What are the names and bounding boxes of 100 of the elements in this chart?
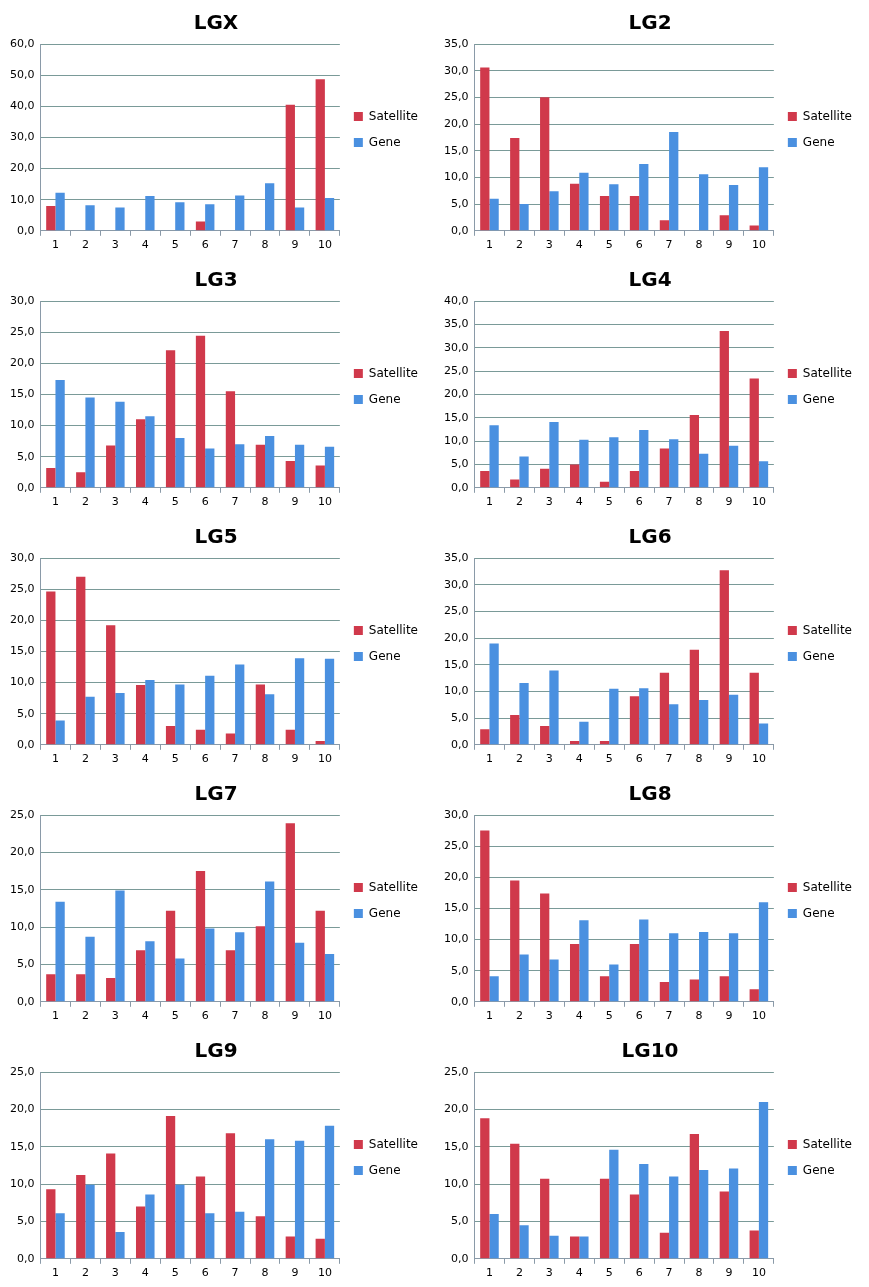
y-tick-label: 0,0	[16, 994, 35, 1008]
legend-label: Satellite	[802, 879, 853, 894]
bar	[46, 467, 56, 488]
bar	[205, 1213, 215, 1259]
x-tick-label: 9	[291, 752, 299, 766]
bar	[579, 721, 589, 745]
y-tick-label: 0,0	[450, 737, 469, 751]
bar	[569, 741, 580, 745]
bar	[609, 964, 619, 1002]
y-tick-label: 25,0	[9, 581, 35, 595]
bar	[315, 465, 325, 488]
x-tick-label: 5	[171, 238, 179, 252]
bar	[106, 445, 116, 488]
y-tick-label: 0,0	[16, 223, 35, 237]
bar	[480, 67, 490, 231]
bar	[599, 976, 610, 1002]
legend-label: Gene	[368, 905, 401, 920]
y-tick-label: 10,0	[443, 170, 469, 184]
bar	[609, 437, 619, 488]
x-tick-label: 5	[171, 495, 179, 509]
x-tick-label: 2	[515, 1009, 523, 1023]
x-tick-label: 9	[291, 1009, 299, 1023]
bar	[699, 1169, 709, 1259]
bar	[265, 881, 275, 1002]
y-tick-label: 5,0	[16, 957, 35, 971]
x-tick-label: 10	[317, 238, 332, 252]
bar	[599, 196, 610, 231]
x-tick-label: 8	[695, 238, 703, 252]
bar	[195, 729, 206, 745]
legend-label: Gene	[802, 648, 835, 663]
bar	[235, 1211, 245, 1259]
bar	[510, 479, 520, 488]
y-tick-label: 25,0	[443, 838, 469, 852]
y-tick-label: 25,0	[443, 90, 469, 104]
bar	[579, 1236, 589, 1259]
bar	[115, 693, 125, 745]
y-tick-label: 20,0	[9, 161, 35, 175]
y-tick-label: 50,0	[9, 67, 35, 81]
bar	[579, 920, 589, 1002]
x-tick-label: 3	[545, 1266, 553, 1280]
x-tick-label: 6	[201, 1266, 209, 1280]
bar	[235, 932, 245, 1002]
x-tick-label: 2	[81, 752, 89, 766]
x-tick-label: 8	[695, 1009, 703, 1023]
legend-label: Satellite	[368, 365, 419, 380]
bar	[480, 1118, 490, 1259]
y-tick-label: 10,0	[443, 932, 469, 946]
bar	[135, 419, 146, 488]
bar	[115, 890, 125, 1002]
bar	[699, 174, 709, 231]
x-tick-label: 2	[81, 1266, 89, 1280]
x-tick-label: 7	[231, 1266, 239, 1280]
legend-label: Gene	[368, 134, 401, 149]
bar	[46, 974, 56, 1002]
y-tick-label: 20,0	[9, 356, 35, 370]
x-tick-label: 1	[485, 238, 493, 252]
bar	[758, 1101, 769, 1259]
x-tick-label: 7	[231, 1009, 239, 1023]
x-tick-label: 8	[261, 1266, 269, 1280]
bar	[510, 880, 520, 1002]
bar	[749, 378, 759, 488]
x-tick-label: 6	[635, 495, 643, 509]
bar	[255, 444, 266, 488]
bar	[569, 1236, 580, 1259]
bar	[85, 205, 95, 231]
x-tick-label: 10	[751, 238, 766, 252]
legend-label: Satellite	[368, 879, 419, 894]
y-tick-label: 40,0	[9, 99, 35, 113]
bar	[728, 184, 739, 231]
bar	[549, 959, 559, 1002]
bar	[165, 350, 176, 488]
bar	[639, 919, 649, 1002]
y-tick-label: 0,0	[16, 737, 35, 751]
x-tick-label: 9	[291, 495, 299, 509]
y-tick-label: 25,0	[443, 604, 469, 618]
bar	[689, 979, 700, 1002]
y-tick-label: 5,0	[450, 963, 469, 977]
bar	[599, 741, 610, 745]
bar	[165, 910, 176, 1002]
bar	[175, 958, 185, 1002]
y-tick-label: 10,0	[443, 684, 469, 698]
legend-label: Gene	[802, 134, 835, 149]
bar	[609, 688, 619, 745]
x-tick-label: 8	[695, 495, 703, 509]
bar	[235, 444, 245, 488]
bar	[659, 672, 670, 745]
x-tick-label: 7	[231, 752, 239, 766]
bar	[689, 1134, 700, 1259]
x-tick-label: 4	[575, 752, 583, 766]
bar	[749, 989, 759, 1002]
y-tick-label: 20,0	[443, 116, 469, 130]
y-tick-label: 5,0	[16, 1214, 35, 1228]
bar	[225, 950, 236, 1002]
x-tick-label: 1	[51, 238, 59, 252]
bar	[629, 1194, 640, 1259]
bar	[115, 1231, 125, 1259]
x-tick-label: 1	[485, 752, 493, 766]
legend-label: Satellite	[368, 1136, 419, 1151]
legend-label: Satellite	[802, 108, 853, 123]
y-tick-label: 15,0	[9, 387, 35, 401]
